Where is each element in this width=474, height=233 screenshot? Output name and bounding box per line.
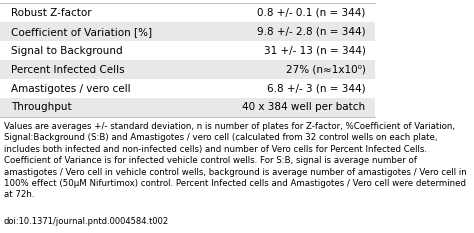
Text: 40 x 384 well per batch: 40 x 384 well per batch [242, 103, 365, 113]
Text: Robust Z-factor: Robust Z-factor [11, 8, 92, 18]
Text: 9.8 +/- 2.8 (n = 344): 9.8 +/- 2.8 (n = 344) [257, 27, 365, 37]
Text: doi:10.1371/journal.pntd.0004584.t002: doi:10.1371/journal.pntd.0004584.t002 [4, 217, 169, 226]
Text: 27% (n≈1x10⁰): 27% (n≈1x10⁰) [286, 65, 365, 75]
FancyBboxPatch shape [0, 22, 375, 41]
Text: Percent Infected Cells: Percent Infected Cells [11, 65, 125, 75]
Text: Values are averages +/- standard deviation, n is number of plates for Z-factor, : Values are averages +/- standard deviati… [4, 122, 466, 199]
Text: 0.8 +/- 0.1 (n = 344): 0.8 +/- 0.1 (n = 344) [257, 8, 365, 18]
FancyBboxPatch shape [0, 79, 375, 98]
Text: Amastigotes / vero cell: Amastigotes / vero cell [11, 83, 131, 93]
Text: 6.8 +/- 3 (n = 344): 6.8 +/- 3 (n = 344) [267, 83, 365, 93]
Text: Coefficient of Variation [%]: Coefficient of Variation [%] [11, 27, 152, 37]
FancyBboxPatch shape [0, 41, 375, 60]
FancyBboxPatch shape [0, 3, 375, 22]
Text: Signal to Background: Signal to Background [11, 46, 123, 56]
FancyBboxPatch shape [0, 98, 375, 117]
Text: 31 +/- 13 (n = 344): 31 +/- 13 (n = 344) [264, 46, 365, 56]
Text: Throughput: Throughput [11, 103, 72, 113]
FancyBboxPatch shape [0, 60, 375, 79]
